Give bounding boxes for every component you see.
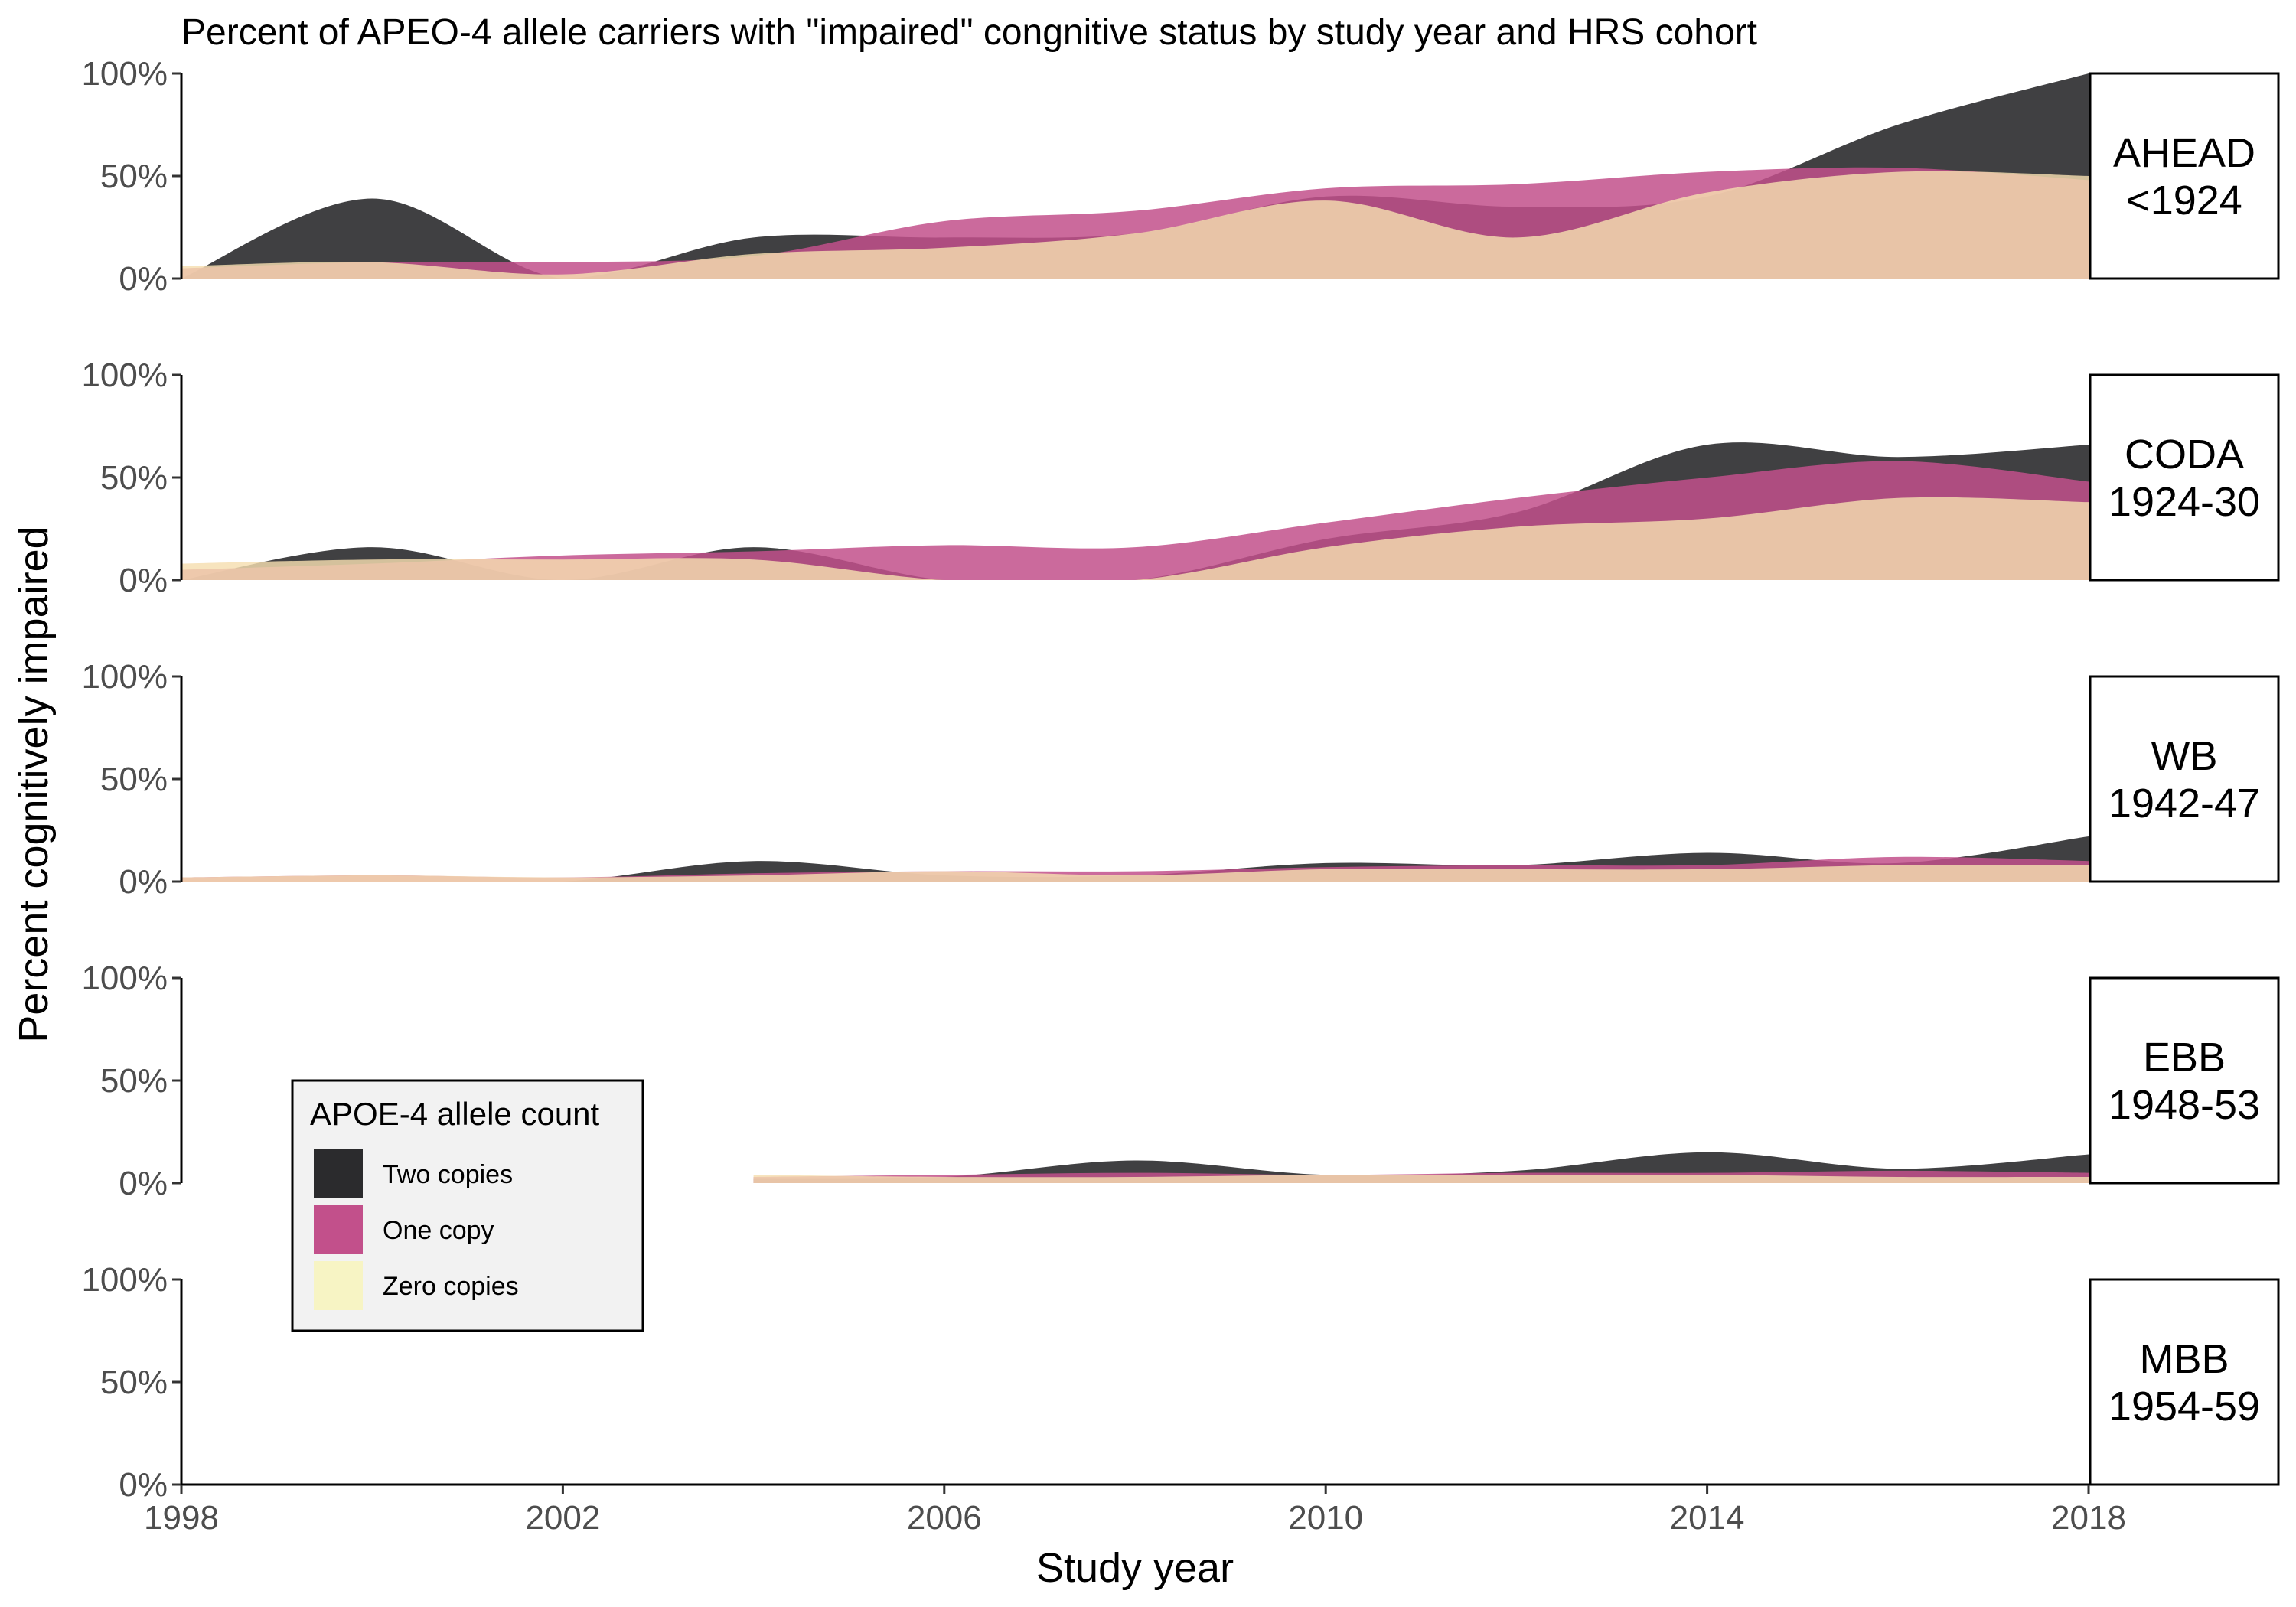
y-tick-label: 50%: [100, 158, 168, 195]
facet-strip: [2089, 675, 2280, 883]
legend-label: Zero copies: [383, 1272, 519, 1301]
y-tick-label: 0%: [119, 260, 168, 298]
y-tick-label: 0%: [119, 1466, 168, 1504]
area-zero: [753, 1175, 2089, 1183]
y-tick-label: 50%: [100, 1364, 168, 1401]
legend-key-one: [314, 1205, 363, 1254]
y-tick-label: 50%: [100, 1062, 168, 1100]
facet-strip: [2089, 72, 2280, 280]
legend-label: One copy: [383, 1216, 494, 1245]
x-tick-label: 2002: [525, 1499, 600, 1537]
legend-title: APOE-4 allele count: [310, 1096, 600, 1132]
legend-key-two: [314, 1149, 363, 1198]
x-tick-label: 2006: [907, 1499, 982, 1537]
x-tick-label: 2014: [1670, 1499, 1745, 1537]
y-tick-label: 0%: [119, 863, 168, 901]
area-zero: [181, 865, 2089, 882]
panels: 0%50%100%AHEAD<19240%50%100%CODA1924-300…: [81, 55, 2280, 1504]
legend-key-zero: [314, 1261, 363, 1310]
facet-strip-label: AHEAD: [2113, 130, 2255, 176]
facet-strip-label: <1924: [2126, 178, 2242, 223]
facet-strip-label: WB: [2151, 733, 2218, 779]
x-axis-title: Study year: [1036, 1545, 1234, 1591]
facet-strip-label: CODA: [2125, 432, 2244, 478]
facet-strip-label: MBB: [2139, 1336, 2229, 1382]
y-tick-label: 100%: [81, 357, 168, 394]
legend-label: Two copies: [383, 1160, 513, 1189]
x-axis: 1998 2002 2006 2010 2014 2018: [144, 1483, 2279, 1537]
legend: APOE-4 allele count Two copies One copy Zer…: [291, 1079, 644, 1332]
y-tick-label: 100%: [81, 1261, 168, 1299]
chart-title: Percent of APEO-4 allele carriers with "…: [181, 12, 1757, 53]
panel: 0% 50% 100% AHEAD<1924: [81, 55, 2280, 298]
y-tick-label: 100%: [81, 55, 168, 93]
facet-strip-label: 1954-59: [2108, 1384, 2260, 1429]
x-tick-label: 2010: [1288, 1499, 1363, 1537]
y-tick-label: 100%: [81, 658, 168, 696]
y-tick-label: 100%: [81, 960, 168, 997]
facet-strip-label: 1948-53: [2108, 1082, 2260, 1128]
facet-strip: [2089, 976, 2280, 1185]
y-tick-label: 0%: [119, 562, 168, 599]
facet-strip: [2089, 373, 2280, 582]
area-zero: [181, 171, 2089, 279]
y-axis-title: Percent cognitively impaired: [11, 526, 57, 1042]
facet-strip: [2089, 1278, 2280, 1486]
area-zero: [181, 497, 2089, 580]
facet-strip-label: 1942-47: [2108, 781, 2260, 826]
x-tick-label: 2018: [2051, 1499, 2126, 1537]
facet-strip-label: EBB: [2143, 1035, 2226, 1081]
facet-strip-label: 1924-30: [2108, 479, 2260, 525]
y-tick-label: 0%: [119, 1165, 168, 1202]
x-tick-label: 1998: [144, 1499, 219, 1537]
y-tick-label: 50%: [100, 459, 168, 497]
y-tick-label: 50%: [100, 761, 168, 798]
